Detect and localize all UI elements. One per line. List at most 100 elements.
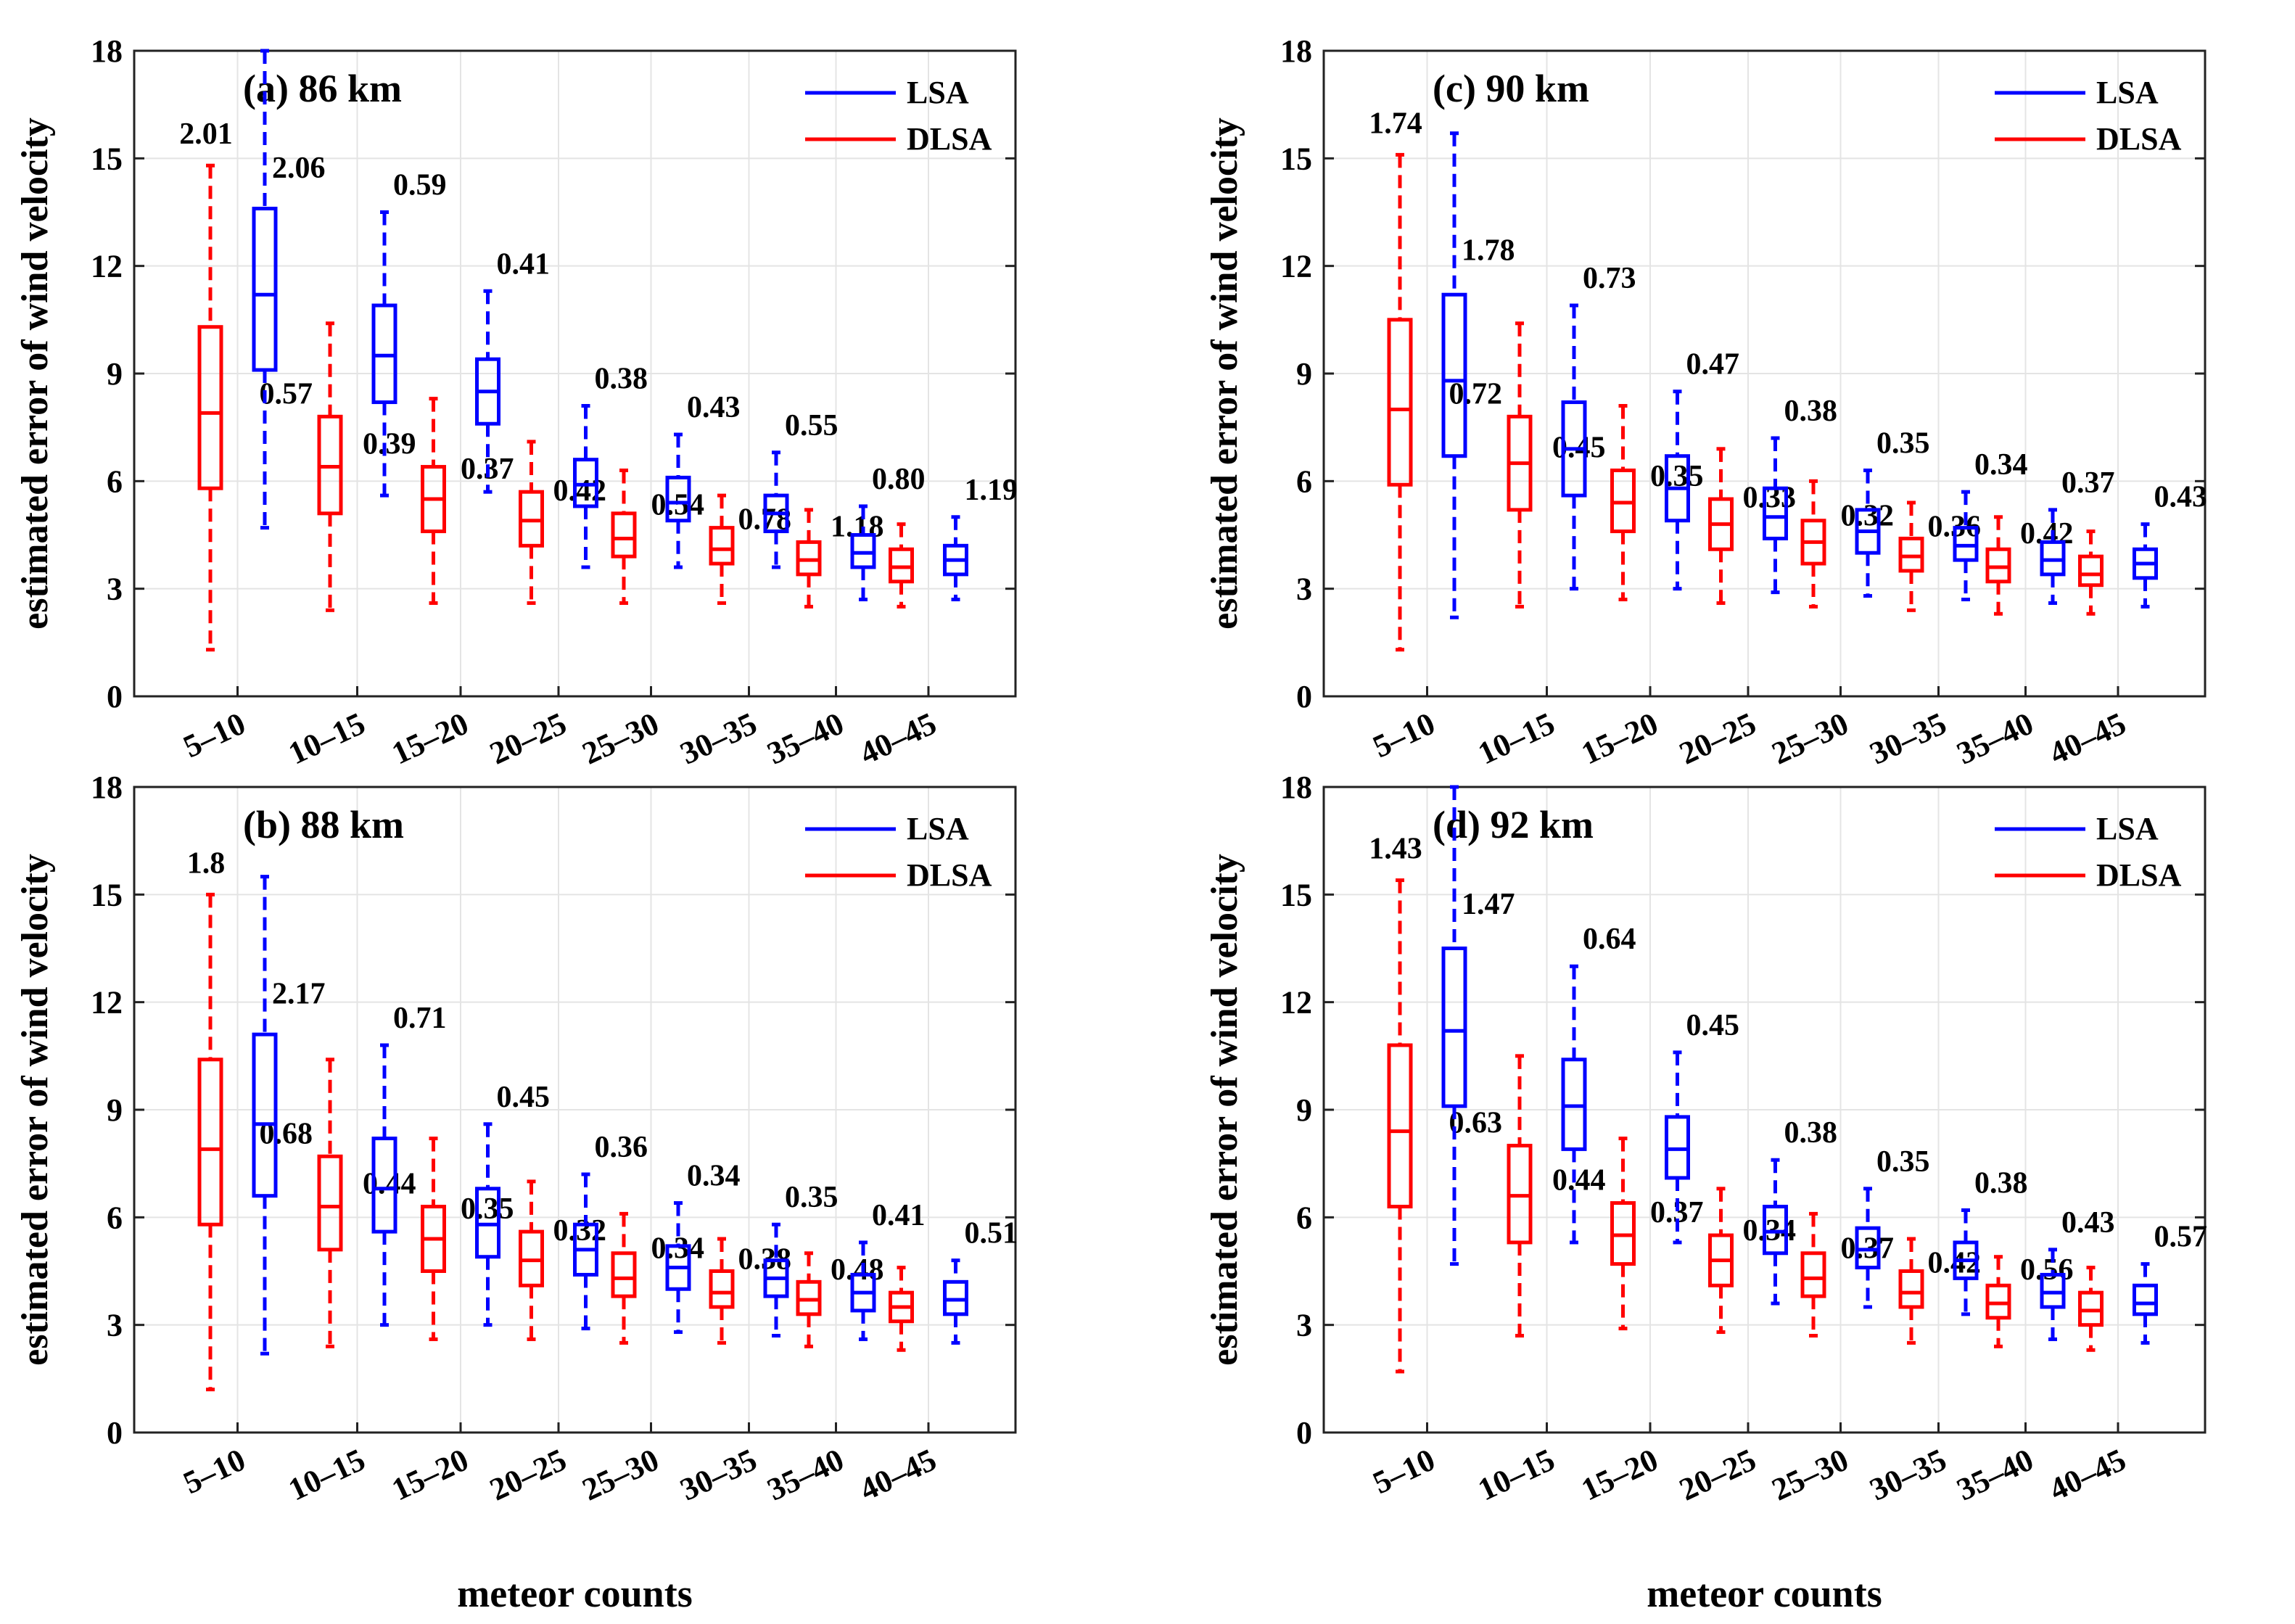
x-tick-label: 40–45 (854, 1442, 942, 1508)
data-label-dlsa: 1.8 (187, 846, 226, 880)
x-tick-label: 10–15 (283, 1442, 370, 1508)
lsa-box (1665, 389, 1690, 591)
y-tick-label: 6 (107, 1200, 123, 1235)
panel-b: 0 3 6 9 12 15 18 estimated error of wind veloci… (15, 770, 1018, 1615)
x-tick-label: 25–30 (1766, 1442, 1853, 1508)
data-label-lsa: 0.64 (1583, 923, 1636, 956)
lsa-box (475, 1122, 500, 1327)
data-label-dlsa: 0.68 (260, 1117, 313, 1150)
data-label-lsa: 0.55 (785, 409, 839, 442)
x-tick-label: 25–30 (577, 1442, 664, 1508)
y-axis-label: estimated error of wind velocity (15, 854, 56, 1366)
x-tick-label: 30–35 (675, 706, 762, 772)
data-label-lsa: 0.80 (872, 463, 926, 496)
x-tick-label: 10–15 (1472, 706, 1559, 772)
data-label-lsa: 0.36 (595, 1131, 648, 1164)
dlsa-box (1708, 447, 1734, 605)
x-tick-label: 15–20 (1576, 706, 1663, 772)
dlsa-box (317, 321, 343, 612)
lsa-box (943, 515, 968, 601)
y-tick-label: 9 (1296, 1092, 1312, 1128)
lsa-box (252, 49, 278, 530)
dlsa-box (1387, 152, 1413, 652)
data-label-lsa: 0.51 (965, 1217, 1018, 1250)
lsa-box (763, 450, 789, 569)
y-tick-label: 6 (107, 463, 123, 499)
data-label-lsa: 0.41 (497, 247, 551, 281)
data-label-lsa: 2.06 (272, 152, 326, 185)
panel-title: (b) 88 km (243, 803, 404, 846)
y-tick-label: 12 (1280, 985, 1312, 1021)
data-label-lsa: 0.38 (1784, 1116, 1838, 1150)
data-label-dlsa: 0.32 (1841, 499, 1895, 532)
y-tick-label: 3 (1296, 572, 1312, 607)
lsa-box (371, 210, 397, 498)
y-tick-label: 18 (1280, 33, 1312, 69)
y-tick-label: 9 (107, 356, 123, 392)
dlsa-box (197, 892, 223, 1392)
lsa-box (1763, 1158, 1788, 1306)
x-tick-label: 20–25 (485, 706, 572, 772)
dlsa-box (1387, 878, 1413, 1374)
lsa-box (2133, 522, 2158, 609)
y-tick-label: 9 (107, 1092, 123, 1128)
legend-label-lsa: LSA (907, 75, 969, 110)
dlsa-box (1610, 1137, 1636, 1331)
dlsa-box (709, 1237, 735, 1345)
y-tick-label: 15 (91, 141, 123, 176)
data-label-dlsa: 1.43 (1369, 833, 1422, 866)
y-tick-label: 0 (1296, 679, 1312, 714)
y-tick-label: 0 (107, 679, 123, 714)
box-iqr (2078, 554, 2104, 588)
box-iqr (252, 1032, 278, 1198)
x-tick-label: 15–20 (387, 1442, 474, 1508)
lsa-box (573, 404, 598, 569)
dlsa-box (197, 163, 223, 652)
dlsa-box (1985, 515, 2011, 616)
x-tick-label: 15–20 (387, 706, 474, 772)
x-tick-label: 35–40 (1951, 706, 2038, 772)
data-label-dlsa: 0.44 (1552, 1164, 1606, 1198)
dlsa-box (796, 1251, 822, 1348)
x-axis-label: meteor counts (1647, 1572, 1882, 1615)
box-iqr (665, 475, 691, 523)
data-label-lsa: 0.45 (1686, 1009, 1740, 1042)
lsa-box (2040, 508, 2066, 605)
dlsa-box (1610, 404, 1636, 601)
data-label-dlsa: 2.01 (179, 118, 233, 151)
legend: LSA DLSA (1995, 811, 2182, 893)
data-label-dlsa: 0.44 (363, 1168, 416, 1201)
legend-label-dlsa: DLSA (2096, 121, 2182, 157)
dlsa-box (1800, 1211, 1826, 1337)
legend: LSA DLSA (805, 75, 992, 157)
legend: LSA DLSA (805, 811, 992, 893)
data-label-lsa: 0.38 (1974, 1166, 2028, 1200)
x-tick-label: 25–30 (1766, 706, 1853, 772)
box-iqr (197, 1058, 223, 1227)
data-label-lsa: 0.35 (1876, 427, 1930, 461)
lsa-box (1441, 785, 1467, 1266)
dlsa-box (1898, 1237, 1924, 1345)
panel-title: (a) 86 km (243, 67, 402, 110)
data-label-lsa: 0.37 (2061, 466, 2115, 500)
data-label-lsa: 0.45 (497, 1081, 551, 1114)
data-label-lsa: 0.35 (1876, 1145, 1930, 1179)
y-tick-label: 18 (1280, 770, 1312, 805)
panel-a: 0 3 6 9 12 15 18 estimated error of wind veloci… (15, 33, 1018, 772)
lsa-box (665, 1201, 691, 1335)
panel-title: (d) 92 km (1433, 803, 1594, 846)
x-tick-label: 5–10 (178, 1442, 250, 1501)
box-iqr (611, 1251, 637, 1298)
box-iqr (197, 325, 223, 490)
y-tick-label: 18 (91, 33, 123, 69)
lsa-box (1763, 436, 1788, 595)
data-label-dlsa: 0.72 (1449, 377, 1503, 411)
x-tick-label: 25–30 (577, 706, 664, 772)
box-iqr (1441, 292, 1467, 458)
y-tick-label: 6 (1296, 463, 1312, 499)
x-tick-label: 10–15 (1472, 1442, 1559, 1508)
y-tick-label: 15 (1280, 141, 1312, 176)
x-tick-label: 40–45 (854, 706, 942, 772)
y-tick-label: 3 (107, 572, 123, 607)
legend-label-lsa: LSA (2096, 811, 2159, 846)
